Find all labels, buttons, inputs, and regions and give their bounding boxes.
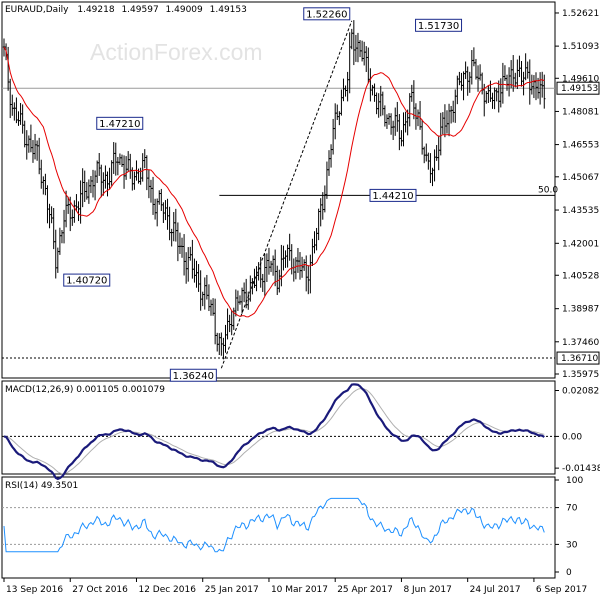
annotation-box bbox=[303, 7, 351, 21]
high-value: 1.49597 bbox=[121, 5, 158, 15]
annotation-label: 1.47210 bbox=[99, 119, 140, 130]
annotation-box bbox=[63, 273, 111, 287]
rsi-tick-label: 0 bbox=[566, 568, 572, 578]
annotation-box bbox=[369, 188, 417, 202]
trend-line bbox=[220, 20, 353, 369]
y-tick-label: 1.37460 bbox=[562, 338, 599, 348]
current-price-box: 1.49153 bbox=[556, 81, 600, 95]
macd-signal-line bbox=[3, 388, 545, 475]
macd-tick-label: 0.00 bbox=[562, 432, 582, 442]
price-box bbox=[556, 351, 600, 365]
symbol-label: EURAUD,Daily bbox=[5, 5, 69, 15]
price-annotation: 1.52260 bbox=[303, 7, 351, 21]
price-annotation: 1.40720 bbox=[63, 273, 111, 287]
x-tick-label: 12 Dec 2016 bbox=[138, 585, 196, 595]
rsi-header: RSI(14) 49.3501 bbox=[5, 481, 78, 491]
price-annotation: 1.44210 bbox=[369, 188, 417, 202]
x-tick-label: 24 Jul 2017 bbox=[470, 585, 521, 595]
macd-panel-frame bbox=[1, 380, 556, 475]
annotation-box bbox=[169, 368, 217, 382]
rsi-tick-label: 70 bbox=[566, 504, 578, 514]
macd-header: MACD(12,26,9) 0.001105 0.001079 bbox=[5, 385, 165, 395]
annotation-box bbox=[415, 18, 463, 32]
rsi-layer: 100 70 30 0 bbox=[2, 476, 583, 578]
annotation-label: 1.44210 bbox=[372, 191, 413, 202]
x-tick-label: 13 Sep 2016 bbox=[6, 585, 63, 595]
axis-layer: 1.52621 1.51093 1.49610 1.48081 1.46553 1.450… bbox=[3, 9, 600, 595]
fib-50-label: 50.0 bbox=[538, 185, 558, 195]
price-box-label: 1.36710 bbox=[561, 354, 598, 364]
x-tick-label: 27 Oct 2016 bbox=[72, 585, 128, 595]
close-value: 1.49153 bbox=[210, 5, 247, 15]
main-overlay-layer: 1.52260 1.51730 1.47210 1.44210 1.40720 1.362… bbox=[3, 7, 545, 382]
watermark: ActionForex.com bbox=[90, 39, 263, 65]
macd-tick-label: 0.020827 bbox=[562, 386, 600, 396]
y-tick-label: 1.40528 bbox=[562, 271, 599, 281]
macd-tick-label: -0.014386 bbox=[562, 464, 600, 474]
price-bars bbox=[2, 20, 546, 360]
moving-average-line bbox=[3, 46, 545, 318]
y-tick-label: 1.52621 bbox=[562, 9, 599, 19]
y-tick-label: 1.43535 bbox=[562, 206, 599, 216]
price-box bbox=[556, 81, 600, 95]
open-value: 1.49218 bbox=[77, 5, 114, 15]
price-annotation: 1.47210 bbox=[96, 116, 144, 130]
y-tick-label: 1.42001 bbox=[562, 239, 599, 249]
y-tick-label: 1.46553 bbox=[562, 141, 599, 151]
y-tick-label: 1.49610 bbox=[562, 74, 599, 84]
rsi-tick-label: 100 bbox=[566, 476, 583, 486]
y-tick-label: 1.45067 bbox=[562, 173, 599, 183]
rsi-panel-frame bbox=[1, 476, 556, 579]
y-tick-label: 1.38987 bbox=[562, 305, 599, 315]
price-box-label: 1.49153 bbox=[561, 84, 598, 94]
macd-layer: 0.020827 0.00 -0.014386 bbox=[2, 383, 600, 481]
x-tick-label: 8 Jun 2017 bbox=[403, 585, 451, 595]
price-annotation: 1.36240 bbox=[169, 368, 217, 382]
rsi-tick-label: 30 bbox=[566, 540, 578, 550]
y-tick-label: 1.48081 bbox=[562, 107, 599, 117]
macd-line bbox=[3, 383, 545, 481]
annotation-label: 1.40720 bbox=[66, 276, 107, 287]
annotation-label: 1.36240 bbox=[173, 371, 214, 382]
main-header: EURAUD,Daily 1.49218 1.49597 1.49009 1.4… bbox=[5, 5, 247, 15]
annotation-box bbox=[96, 116, 144, 130]
x-tick-label: 6 Sep 2017 bbox=[536, 585, 587, 595]
x-tick-label: 25 Apr 2017 bbox=[337, 585, 393, 595]
low-value: 1.49009 bbox=[166, 5, 203, 15]
price-annotation: 1.51730 bbox=[415, 18, 463, 32]
y-tick-label: 1.35975 bbox=[562, 370, 599, 380]
y-tick-label: 1.51093 bbox=[562, 42, 599, 52]
annotation-label: 1.52260 bbox=[306, 9, 347, 20]
rsi-line bbox=[3, 497, 545, 553]
support-price-box: 1.36710 bbox=[556, 351, 600, 365]
x-tick-label: 25 Jan 2017 bbox=[205, 585, 259, 595]
annotation-label: 1.51730 bbox=[418, 21, 459, 32]
main-panel-frame bbox=[1, 1, 556, 379]
x-tick-label: 10 Mar 2017 bbox=[271, 585, 328, 595]
